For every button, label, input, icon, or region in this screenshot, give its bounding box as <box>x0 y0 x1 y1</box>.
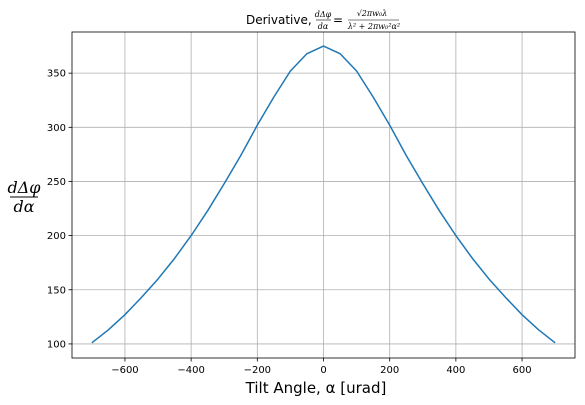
title-prefix: Derivative, <box>246 13 312 27</box>
series-line <box>91 45 556 344</box>
y-tick-label: 250 <box>47 177 66 188</box>
ylabel-numerator: dΔφ <box>8 178 42 197</box>
x-tick-label: −400 <box>177 365 204 376</box>
title-lhs-numerator: dΔφ <box>315 10 332 19</box>
x-tick-label: 200 <box>380 365 399 376</box>
y-axis: 100 150 200 250 300 350 <box>47 69 72 350</box>
x-tick-label: 400 <box>446 365 465 376</box>
x-axis-label: Tilt Angle, α [urad] <box>245 379 387 397</box>
title-lhs-denominator: dα <box>318 22 329 31</box>
grid <box>72 32 575 358</box>
x-tick-label: −200 <box>244 365 271 376</box>
y-tick-label: 350 <box>47 69 66 80</box>
y-tick-label: 300 <box>47 123 66 134</box>
x-axis: −600 −400 −200 0 200 400 600 <box>111 358 532 376</box>
x-tick-label: −600 <box>111 365 138 376</box>
ylabel-denominator: dα <box>13 197 34 216</box>
x-tick-label: 0 <box>320 365 326 376</box>
plot-area <box>91 45 556 344</box>
title-rhs-numerator: √2πw₀λ <box>357 9 388 18</box>
chart-title: Derivative, dΔφ dα = √2πw₀λ λ² + 2πw₀²α² <box>246 9 400 31</box>
title-equals: = <box>333 13 343 27</box>
y-tick-label: 200 <box>47 231 66 242</box>
y-axis-label: dΔφ dα <box>8 178 42 216</box>
title-rhs-denominator: λ² + 2πw₀²α² <box>347 22 400 31</box>
y-tick-label: 150 <box>47 285 66 296</box>
y-tick-label: 100 <box>47 339 66 350</box>
x-tick-label: 600 <box>513 365 532 376</box>
